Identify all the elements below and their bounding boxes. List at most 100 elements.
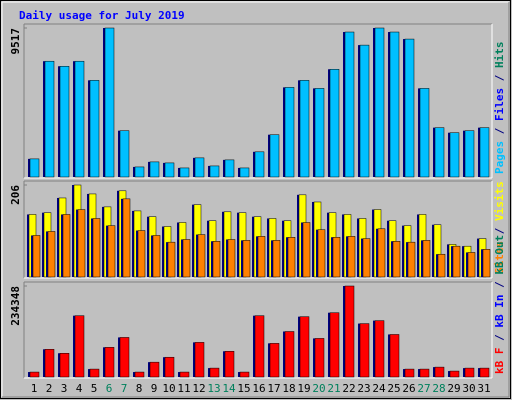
bar-shadow [267, 218, 269, 277]
bar-shadow [432, 224, 434, 277]
legend: kB F / kB In / kB Out [493, 235, 506, 374]
bar-shadow [241, 240, 243, 277]
bar [437, 253, 446, 278]
x-tick-label: 25 [387, 382, 400, 395]
x-tick-label: 24 [372, 382, 386, 395]
bar-shadow [436, 254, 438, 277]
bar-shadow [328, 312, 330, 377]
legend-separator: / [493, 68, 506, 88]
legend-entry: Sites [493, 241, 506, 274]
bar [29, 371, 40, 378]
bar-shadow [478, 368, 480, 377]
x-tick-label: 17 [267, 382, 280, 395]
bar-shadow [58, 353, 60, 377]
bar-shadow [358, 323, 360, 377]
bar [389, 334, 400, 378]
y-tick-label: 9517 [9, 28, 22, 55]
bar-shadow [192, 204, 194, 277]
bar-shadow [43, 61, 45, 177]
x-tick-label: 5 [91, 382, 98, 395]
bar-shadow [58, 66, 60, 177]
legend-entry: kB In [493, 295, 506, 328]
bar-shadow [118, 130, 120, 177]
bar [419, 88, 430, 178]
bar [377, 228, 386, 278]
bar [299, 316, 310, 378]
bar [32, 235, 41, 278]
bar [134, 371, 145, 378]
bar [467, 252, 476, 278]
bar-shadow [343, 32, 345, 177]
bar [242, 240, 251, 278]
x-tick-label: 23 [357, 382, 370, 395]
bar [89, 368, 100, 378]
bar [149, 161, 160, 178]
legend-entry: kB F [493, 348, 506, 375]
bar-shadow [433, 127, 435, 177]
legend-entry: Visits [493, 181, 506, 221]
bar [92, 218, 101, 278]
bar-shadow [343, 286, 345, 377]
bar [122, 198, 131, 278]
legend-separator: / [493, 221, 506, 241]
bar [257, 236, 266, 278]
bar [362, 238, 371, 278]
bar [269, 343, 280, 378]
legend-entry: Hits [493, 42, 506, 69]
bar-shadow [223, 351, 225, 377]
bar [152, 235, 161, 278]
bar [329, 312, 340, 378]
bar-shadow [433, 367, 435, 377]
x-tick-label: 21 [327, 382, 340, 395]
bar-shadow [73, 61, 75, 177]
bar [212, 241, 221, 278]
y-tick-label: 234348 [9, 286, 22, 326]
bar-shadow [418, 88, 420, 177]
bar-shadow [388, 32, 390, 177]
bar-shadow [331, 237, 333, 277]
bar-shadow [418, 369, 420, 377]
bar [119, 130, 130, 178]
bar-shadow [387, 220, 389, 277]
bar-shadow [181, 239, 183, 277]
bar-shadow [462, 246, 464, 277]
bar [254, 315, 265, 378]
bar [449, 370, 460, 378]
bar [314, 338, 325, 378]
bar-shadow [313, 88, 315, 177]
bar-shadow [211, 241, 213, 277]
legend-separator: / [493, 121, 506, 141]
bar-shadow [313, 338, 315, 377]
bar-shadow [301, 222, 303, 277]
bar [164, 162, 175, 178]
bar-shadow [42, 212, 44, 277]
bar [479, 127, 490, 178]
x-tick-label: 19 [297, 382, 310, 395]
bar-shadow [193, 157, 195, 177]
bar-shadow [177, 222, 179, 277]
x-tick-label: 22 [342, 382, 355, 395]
bar-shadow [223, 159, 225, 177]
bar [434, 366, 445, 378]
bar [284, 331, 295, 378]
bar-shadow [148, 161, 150, 177]
bar [422, 240, 431, 278]
bar-shadow [327, 212, 329, 277]
bar-shadow [286, 237, 288, 277]
bar [104, 347, 115, 378]
bar-shadow [312, 201, 314, 277]
bar-shadow [57, 197, 59, 277]
legend-entry: kB Out [493, 235, 506, 275]
bar [482, 249, 491, 278]
bar-shadow [253, 315, 255, 377]
bar [29, 158, 40, 178]
legend-separator: / [493, 275, 506, 295]
bar [329, 69, 340, 178]
bar-shadow [268, 134, 270, 177]
x-tick-label: 10 [162, 382, 175, 395]
bar-shadow [237, 212, 239, 277]
bar-shadow [226, 239, 228, 277]
bar [77, 209, 86, 278]
bar-shadow [148, 362, 150, 377]
bar [137, 230, 146, 278]
